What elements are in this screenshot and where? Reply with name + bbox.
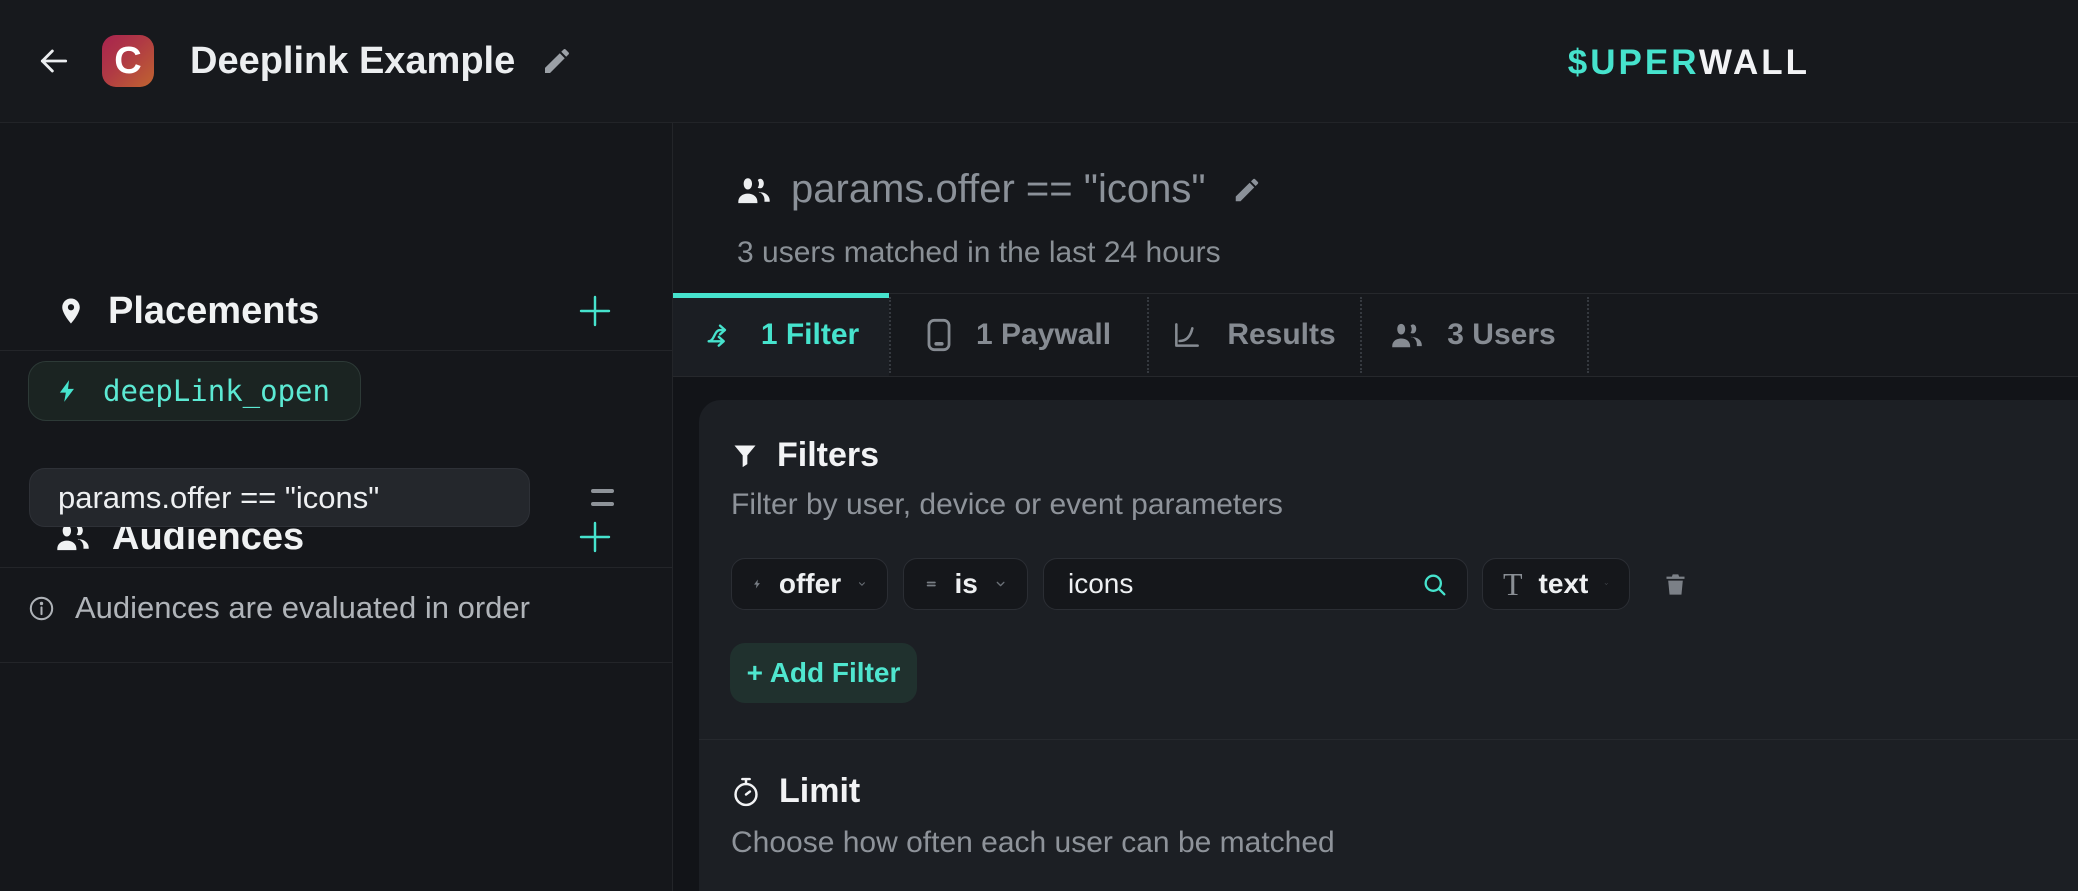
superwall-logo: $UPERWALL	[1568, 43, 1810, 83]
app-initial: C	[114, 39, 142, 82]
filters-subtitle: Filter by user, device or event paramete…	[731, 488, 1283, 521]
limit-subtitle: Choose how often each user can be matche…	[731, 826, 1335, 859]
tab-separator	[1360, 297, 1362, 373]
filter-type-value: text	[1538, 568, 1589, 599]
filter-operator-dropdown[interactable]: is	[903, 558, 1028, 610]
users-icon	[57, 525, 89, 551]
sidebar: Placements deepLink_open Audiences param…	[0, 123, 673, 891]
filter-property-value: offer	[778, 568, 842, 599]
limit-heading: Limit	[731, 772, 860, 811]
logo-teal-part: $UPER	[1567, 43, 1699, 82]
rule-header-section: params.offer == "icons" 3 users matched …	[673, 123, 2078, 377]
filter-value-input[interactable]	[1044, 559, 1467, 609]
funnel-icon	[734, 445, 756, 467]
tab-separator	[889, 297, 891, 373]
filters-heading: Filters	[731, 436, 879, 475]
tab-separator	[1147, 297, 1149, 373]
chevron-down-icon	[859, 582, 866, 586]
search-icon[interactable]	[1421, 571, 1449, 599]
text-type-icon: T	[1503, 565, 1523, 602]
info-icon	[29, 596, 54, 620]
lightning-bolt-icon	[59, 380, 74, 402]
tab-paywall-label: 1 Paywall	[975, 318, 1112, 351]
edit-title-pencil-icon[interactable]	[541, 45, 573, 77]
stopwatch-icon	[734, 777, 758, 806]
placement-item-deeplink-open[interactable]: deepLink_open	[28, 361, 361, 421]
page-title: Deeplink Example	[190, 39, 516, 82]
audience-item[interactable]: params.offer == "icons"	[29, 468, 530, 527]
equals-icon	[926, 581, 936, 587]
add-audience-button[interactable]	[574, 516, 616, 558]
tab-separator	[1587, 297, 1589, 373]
tab-results[interactable]: Results	[1147, 294, 1360, 376]
sidebar-divider	[0, 567, 672, 568]
filters-card: Filters Filter by user, device or event …	[699, 400, 2078, 891]
sidebar-divider	[0, 662, 672, 663]
add-placement-button[interactable]	[574, 290, 616, 332]
filter-split-icon	[707, 324, 726, 347]
active-tab-indicator	[673, 293, 889, 298]
users-icon	[738, 177, 770, 203]
tab-results-label: Results	[1227, 318, 1336, 351]
card-section-divider	[699, 739, 2078, 740]
chevron-down-icon	[1605, 583, 1609, 585]
placements-section-header: Placements	[0, 289, 672, 332]
tab-paywall[interactable]: 1 Paywall	[890, 294, 1147, 376]
tab-filter[interactable]: 1 Filter	[673, 293, 889, 376]
top-header: C Deeplink Example $UPERWALL	[0, 0, 2078, 123]
app-logo-icon: C	[102, 35, 154, 87]
rule-title: params.offer == "icons"	[791, 167, 1206, 211]
tab-users[interactable]: 3 Users	[1360, 294, 1587, 376]
tab-bar: 1 Filter 1 Paywall Results 3 Users	[673, 293, 2078, 377]
drag-handle[interactable]	[591, 489, 614, 506]
lightning-bolt-icon	[754, 579, 760, 589]
add-filter-button[interactable]: + Add Filter	[730, 643, 917, 703]
main-content: params.offer == "icons" 3 users matched …	[673, 123, 2078, 891]
tab-filter-label: 1 Filter	[760, 318, 860, 351]
filter-row: offer is T text	[731, 558, 1689, 610]
filter-property-dropdown[interactable]: offer	[731, 558, 888, 610]
audience-label: params.offer == "icons"	[58, 479, 380, 515]
audiences-note-text: Audiences are evaluated in order	[75, 590, 530, 625]
phone-icon	[927, 318, 951, 352]
rule-title-row: params.offer == "icons"	[737, 167, 1262, 212]
tab-users-label: 3 Users	[1447, 318, 1556, 351]
sidebar-divider	[0, 350, 672, 351]
limit-title: Limit	[779, 772, 861, 810]
chevron-down-icon	[996, 581, 1005, 587]
placements-title: Placements	[108, 289, 320, 332]
users-icon	[1392, 323, 1423, 348]
back-arrow-icon[interactable]	[34, 41, 74, 81]
rule-match-summary: 3 users matched in the last 24 hours	[737, 236, 1221, 269]
filter-operator-value: is	[954, 568, 978, 599]
filter-value-field	[1043, 558, 1468, 610]
edit-rule-pencil-icon[interactable]	[1232, 175, 1262, 205]
tab-bar-bottom-border	[673, 376, 2078, 377]
delete-filter-trash-icon[interactable]	[1662, 571, 1689, 598]
logo-white-part: WALL	[1698, 43, 1810, 82]
results-chart-icon	[1175, 323, 1200, 347]
filter-type-dropdown[interactable]: T text	[1482, 558, 1630, 610]
tab-bar-top-border	[673, 293, 2078, 294]
filters-title: Filters	[777, 436, 880, 474]
location-pin-icon	[62, 298, 80, 324]
audiences-note: Audiences are evaluated in order	[28, 590, 530, 626]
placement-label: deepLink_open	[103, 374, 330, 408]
